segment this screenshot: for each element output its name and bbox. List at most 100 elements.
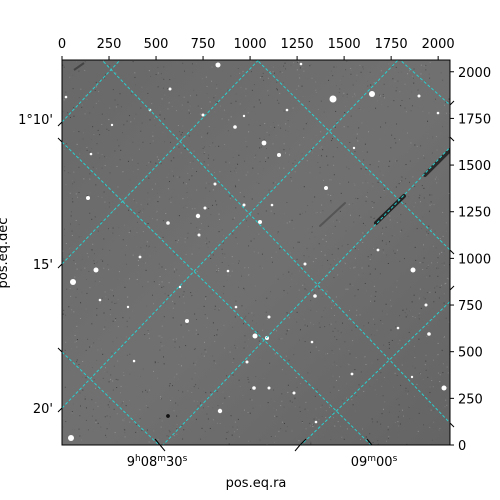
right-axis-tick-label: 1250	[458, 206, 491, 221]
star	[234, 305, 238, 309]
dec-axis: 1°10' 15' 20'	[18, 100, 455, 428]
top-axis-tick-label: 250	[97, 37, 122, 52]
star	[185, 319, 189, 323]
star	[168, 87, 172, 91]
star	[265, 336, 269, 340]
top-axis-tick-label: 1500	[328, 37, 361, 52]
star	[64, 95, 68, 99]
star	[110, 123, 114, 127]
star	[369, 91, 375, 97]
star	[285, 108, 289, 112]
top-axis-tick-label: 2000	[422, 37, 455, 52]
star	[195, 213, 201, 219]
right-axis-tick-label: 1750	[458, 112, 491, 127]
top-axis-tick-label: 500	[144, 37, 169, 52]
top-axis-tick-label: 0	[58, 37, 66, 52]
top-axis-tick-label: 750	[191, 37, 216, 52]
star	[267, 315, 271, 319]
ra-axis: 9h08m30s 09m00s	[127, 438, 398, 470]
star	[203, 206, 207, 210]
star	[424, 303, 428, 307]
faint-streak	[73, 62, 85, 71]
plot-frame	[61, 59, 451, 446]
noise-texture	[62, 60, 450, 445]
star	[197, 233, 201, 237]
star	[427, 332, 431, 336]
right-axis-tick-label: 2000	[458, 66, 491, 81]
ra-tick-label: 9h08m30s	[127, 454, 188, 470]
star	[242, 203, 246, 207]
top-pixel-axis: 0 250 500 750 1000 1250 1500 1750 2000	[58, 37, 455, 60]
dec-grid-line	[399, 60, 450, 106]
star	[215, 62, 221, 68]
star	[313, 294, 317, 298]
star	[213, 182, 217, 186]
right-axis-tick-label: 1500	[458, 159, 491, 174]
dec-grid-line	[62, 351, 160, 445]
star	[138, 255, 142, 259]
ra-grid-line	[62, 60, 260, 265]
star	[310, 340, 314, 344]
right-pixel-axis: 0 250 500 750 1000 1250 1500 1750 2000	[450, 66, 491, 454]
star	[270, 203, 274, 207]
star	[436, 111, 440, 115]
star	[303, 262, 307, 266]
star	[277, 153, 281, 157]
x-axis-title: pos.eq.ra	[226, 476, 287, 491]
satellite-streak	[423, 148, 450, 177]
y-axis-title: pos.eq.dec	[0, 218, 11, 289]
star	[396, 326, 400, 330]
ra-grid-line	[62, 60, 399, 409]
top-axis-tick-label: 1250	[281, 37, 314, 52]
star	[352, 146, 356, 150]
ra-grid-line	[300, 300, 450, 445]
star	[441, 385, 447, 391]
star	[86, 196, 90, 200]
coordinate-grid	[62, 60, 450, 445]
star	[267, 386, 271, 390]
star	[68, 435, 74, 441]
star	[324, 186, 328, 190]
star	[350, 372, 354, 376]
star	[70, 279, 76, 285]
faint-streak	[319, 202, 346, 227]
star	[258, 220, 262, 224]
star	[178, 285, 182, 289]
right-axis-tick-label: 0	[458, 439, 466, 454]
dec-tick-label: 1°10'	[18, 113, 53, 128]
star	[329, 95, 337, 103]
right-axis-tick-label: 500	[458, 346, 483, 361]
star	[245, 360, 249, 364]
star	[314, 420, 318, 424]
dec-tick-label: 20'	[33, 402, 53, 417]
top-axis-tick-label: 1750	[375, 37, 408, 52]
top-axis-tick-label: 1000	[234, 37, 267, 52]
dec-tick-label: 15'	[33, 258, 53, 273]
sky-image	[62, 60, 450, 445]
star	[217, 408, 223, 414]
right-axis-tick-label: 250	[458, 392, 483, 407]
star	[226, 269, 230, 273]
ra-grid-line	[162, 146, 450, 445]
star	[132, 359, 136, 363]
right-axis-tick-label: 1000	[458, 252, 491, 267]
stars	[64, 62, 447, 441]
star	[252, 386, 256, 390]
star	[89, 152, 93, 156]
star	[166, 221, 170, 225]
star	[233, 125, 237, 129]
star	[126, 305, 130, 309]
dec-grid-line	[62, 141, 372, 445]
star	[93, 267, 99, 273]
star	[98, 298, 102, 302]
ra-tick-label: 09m00s	[351, 454, 398, 470]
right-axis-tick-label: 750	[458, 299, 483, 314]
star	[252, 333, 258, 339]
dec-grid-line	[256, 60, 450, 251]
star	[242, 114, 246, 118]
star	[292, 391, 296, 395]
dark-spot	[166, 414, 170, 418]
star	[417, 94, 421, 98]
star	[201, 113, 205, 117]
